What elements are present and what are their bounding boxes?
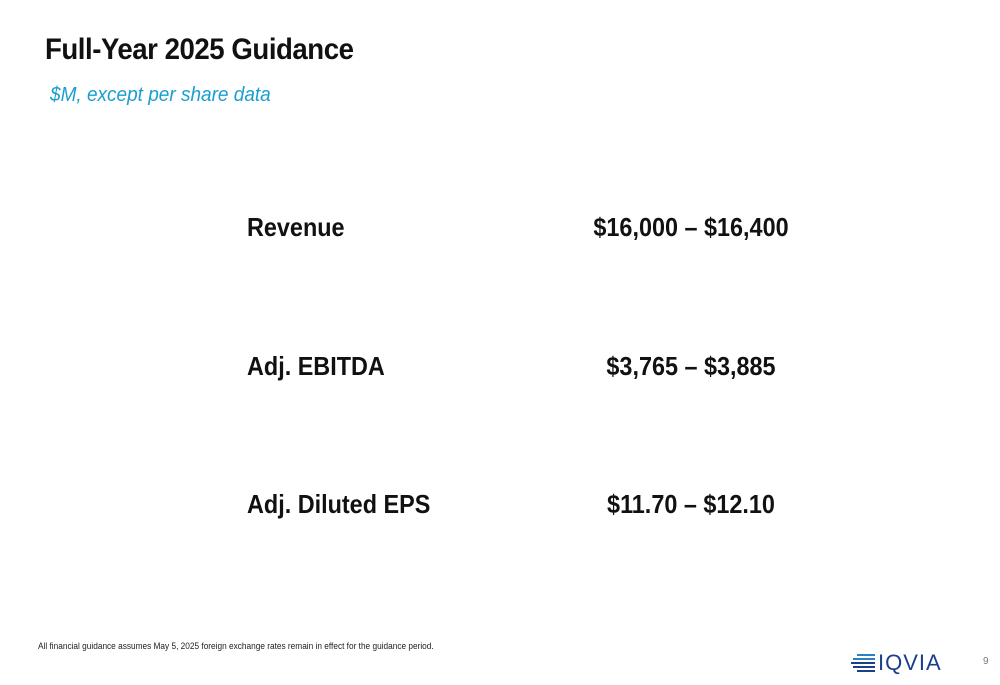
- guidance-value: $3,765 – $3,885: [606, 351, 776, 381]
- guidance-label: Adj. Diluted EPS: [247, 489, 431, 519]
- guidance-row-adj-ebitda: Adj. EBITDA $3,765 – $3,885: [0, 351, 1000, 391]
- guidance-label: Revenue: [247, 212, 345, 242]
- guidance-value: $11.70 – $12.10: [607, 489, 775, 519]
- company-logo: IQVIA: [851, 651, 942, 675]
- page-title: Full-Year 2025 Guidance: [45, 33, 354, 66]
- guidance-row-adj-diluted-eps: Adj. Diluted EPS $11.70 – $12.10: [0, 489, 1000, 529]
- guidance-value: $16,000 – $16,400: [593, 212, 789, 242]
- guidance-label: Adj. EBITDA: [247, 351, 385, 381]
- page-subtitle: $M, except per share data: [50, 84, 271, 106]
- page-number: 9: [983, 656, 989, 667]
- guidance-row-revenue: Revenue $16,000 – $16,400: [0, 212, 1000, 252]
- iqvia-logo-icon: [851, 654, 875, 672]
- footnote: All financial guidance assumes May 5, 20…: [38, 641, 434, 651]
- logo-text: IQVIA: [878, 650, 942, 675]
